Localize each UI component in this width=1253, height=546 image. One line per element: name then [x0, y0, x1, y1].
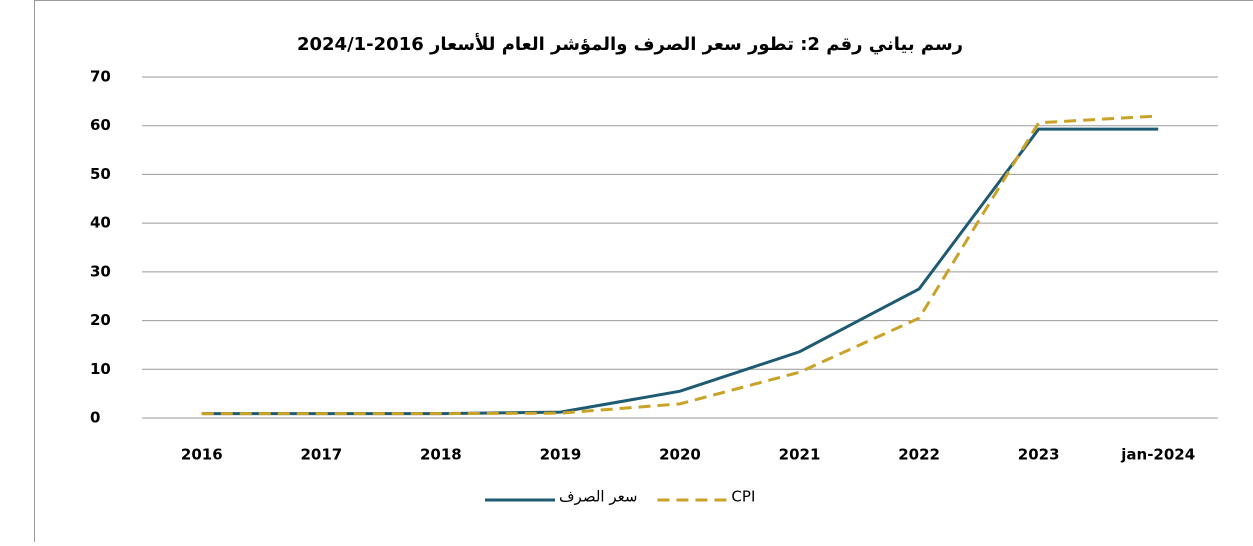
- chart-title: رسم بياني رقم 2: تطور سعر الصرف والمؤشر …: [297, 33, 963, 55]
- y-tick-label: 0: [90, 409, 100, 427]
- x-tick-label: jan-2024: [1120, 446, 1195, 464]
- y-tick-label: 10: [90, 360, 111, 378]
- y-tick-label: 20: [90, 311, 111, 329]
- x-tick-label: 2022: [898, 446, 940, 464]
- y-tick-label: 70: [90, 68, 111, 86]
- x-tick-label: 2018: [420, 446, 462, 464]
- x-tick-label: 2020: [659, 446, 701, 464]
- x-tick-label: 2017: [300, 446, 342, 464]
- x-tick-label: 2023: [1018, 446, 1060, 464]
- y-tick-label: 30: [90, 262, 111, 280]
- y-tick-label: 60: [90, 116, 111, 134]
- legend-label: CPI: [731, 488, 755, 506]
- y-tick-label: 40: [90, 214, 111, 232]
- x-tick-label: 2021: [779, 446, 821, 464]
- x-tick-label: 2016: [181, 446, 223, 464]
- legend-label: سعر الصرف: [559, 488, 637, 506]
- x-tick-label: 2019: [540, 446, 582, 464]
- y-tick-label: 50: [90, 165, 111, 183]
